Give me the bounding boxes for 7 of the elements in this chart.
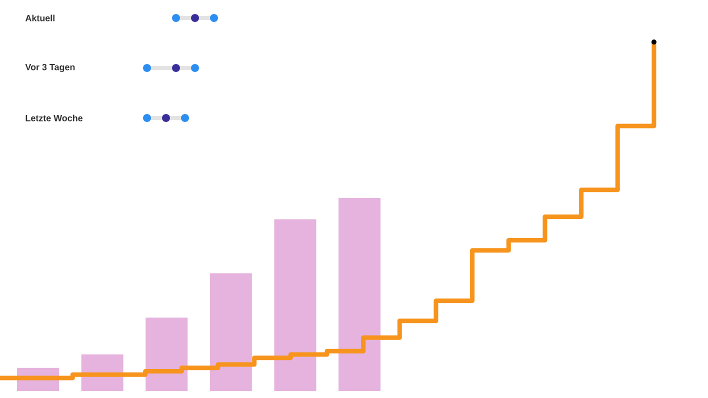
bar bbox=[338, 198, 381, 391]
annotation: Vor 3 Tagen bbox=[25, 64, 75, 72]
bar bbox=[274, 219, 316, 391]
text: Aktuell bbox=[25, 14, 54, 22]
bar bbox=[210, 273, 252, 391]
bar bbox=[146, 318, 188, 391]
annotation: Letzte Woche bbox=[26, 114, 83, 122]
